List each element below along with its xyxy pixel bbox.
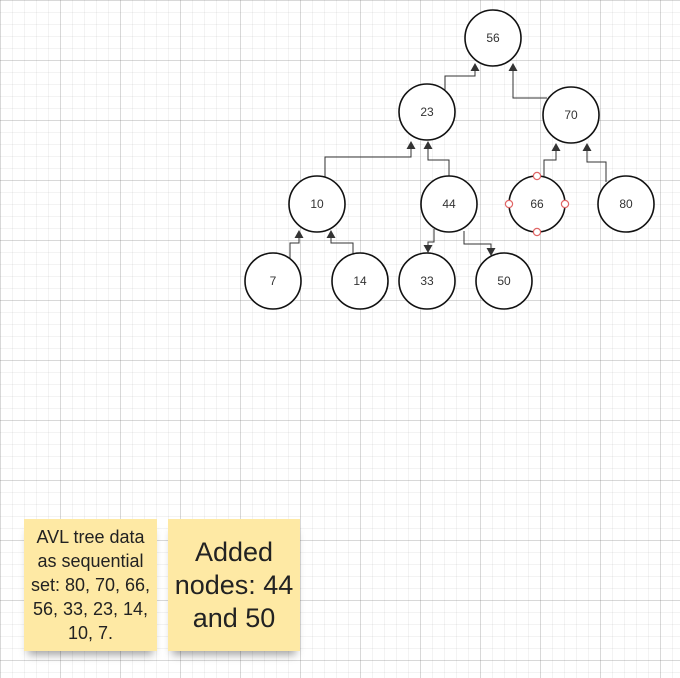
tree-node-label: 50 [497, 274, 511, 288]
sticky-note-added-nodes-text: Added nodes: 44 and 50 [174, 536, 294, 633]
connector-44-to-33[interactable] [423, 229, 435, 253]
connector-70-to-56[interactable] [508, 63, 547, 99]
connector-10-to-23[interactable] [324, 141, 416, 177]
connector-44-to-50[interactable] [463, 231, 496, 256]
selection-handle[interactable] [560, 199, 570, 209]
tree-node-label: 56 [486, 31, 500, 45]
tree-node-circle[interactable] [288, 175, 346, 233]
tree-node-56[interactable]: 56 [464, 9, 522, 67]
sticky-note-added-nodes[interactable]: Added nodes: 44 and 50 [168, 519, 300, 651]
connector-44-to-23[interactable] [423, 141, 450, 176]
sticky-note-avl-sequence[interactable]: AVL tree data as sequential set: 80, 70,… [24, 519, 157, 651]
selection-handle[interactable] [532, 227, 542, 237]
tree-node-circle[interactable] [542, 86, 600, 144]
tree-node-circle[interactable] [464, 9, 522, 67]
connector-14-to-10[interactable] [326, 230, 354, 255]
connectors-layer [289, 63, 607, 258]
tree-node-label: 33 [420, 274, 434, 288]
tree-node-label: 7 [270, 274, 277, 288]
tree-node-circle[interactable] [398, 83, 456, 141]
selection-handle[interactable] [504, 199, 514, 209]
tree-node-label: 14 [353, 274, 367, 288]
selection-handle[interactable] [532, 171, 542, 181]
tree-node-label: 80 [619, 197, 633, 211]
tree-node-label: 10 [310, 197, 324, 211]
connector-80-to-70[interactable] [582, 143, 607, 182]
tree-node-14[interactable]: 14 [331, 252, 389, 310]
tree-node-44[interactable]: 44 [420, 175, 478, 233]
nodes-layer: 56 23 70 10 44 66 80 7 14 33 50 [244, 9, 655, 310]
tree-node-66[interactable]: 66 [504, 171, 570, 237]
sticky-note-avl-sequence-text: AVL tree data as sequential set: 80, 70,… [30, 527, 151, 643]
tree-node-23[interactable]: 23 [398, 83, 456, 141]
tree-node-circle[interactable] [475, 252, 533, 310]
connector-7-to-10[interactable] [289, 230, 304, 258]
tree-node-label: 70 [564, 108, 578, 122]
tree-node-label: 44 [442, 197, 456, 211]
tree-node-33[interactable]: 33 [398, 252, 456, 310]
tree-node-circle[interactable] [597, 175, 655, 233]
tree-node-80[interactable]: 80 [597, 175, 655, 233]
connector-66-to-70[interactable] [543, 143, 561, 176]
tree-node-circle[interactable] [398, 252, 456, 310]
tree-node-50[interactable]: 50 [475, 252, 533, 310]
tree-node-circle[interactable] [331, 252, 389, 310]
connector-23-to-56[interactable] [444, 63, 480, 90]
tree-node-label: 66 [530, 197, 544, 211]
tree-node-circle[interactable] [420, 175, 478, 233]
tree-node-label: 23 [420, 105, 434, 119]
tree-node-10[interactable]: 10 [288, 175, 346, 233]
tree-node-7[interactable]: 7 [244, 252, 302, 310]
tree-node-circle[interactable] [244, 252, 302, 310]
tree-node-70[interactable]: 70 [542, 86, 600, 144]
